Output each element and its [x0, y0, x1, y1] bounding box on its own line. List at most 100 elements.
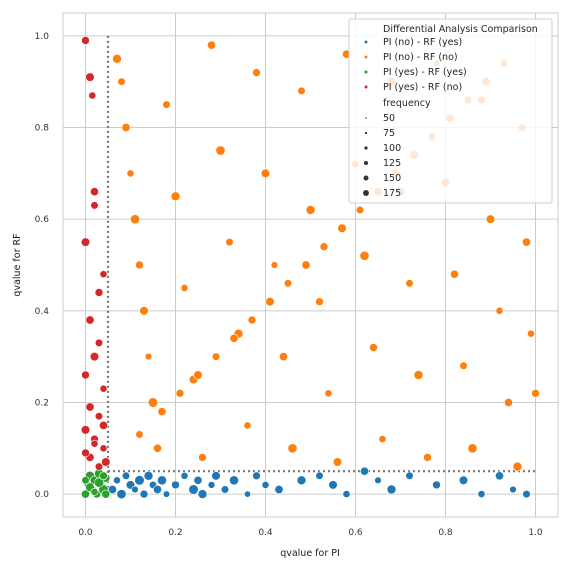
legend-marker — [364, 40, 368, 44]
data-point — [94, 462, 104, 471]
data-point — [157, 475, 167, 486]
data-point — [94, 338, 104, 348]
data-point — [85, 72, 95, 82]
legend-size-entries: 50 75 100 125 150 175 — [363, 113, 401, 199]
data-point — [211, 352, 221, 361]
legend-size-marker — [363, 190, 369, 196]
data-point — [116, 489, 127, 500]
data-point — [113, 476, 121, 485]
threshold-lines — [106, 35, 536, 495]
x-tick-label: 0.2 — [168, 528, 182, 538]
x-tick-label: 1.0 — [528, 528, 543, 538]
data-point — [283, 279, 293, 288]
legend-size-label: 50 — [383, 113, 395, 124]
x-tick-label: 0.0 — [78, 528, 93, 538]
legend-size-title: frequency — [383, 98, 431, 109]
legend-entry-label: PI (no) - RF (no) — [383, 52, 458, 63]
data-point — [94, 412, 104, 421]
legend-entry-label: PI (no) - RF (yes) — [383, 37, 462, 48]
data-point — [180, 283, 189, 292]
data-point — [85, 402, 95, 412]
x-tick-label: 0.6 — [348, 528, 363, 538]
data-point — [270, 261, 279, 269]
data-point — [509, 485, 517, 494]
data-point — [432, 480, 441, 490]
data-point — [170, 191, 181, 202]
data-point — [315, 297, 324, 306]
data-point — [215, 145, 226, 156]
data-point — [485, 214, 496, 224]
y-tick-labels: 0.0 0.2 0.4 0.6 0.8 1.0 — [35, 32, 50, 500]
data-point — [225, 238, 234, 247]
data-point — [126, 169, 135, 178]
data-point — [252, 68, 261, 77]
data-point — [220, 485, 230, 494]
data-point — [355, 205, 365, 215]
data-point — [405, 279, 414, 288]
legend-entry-label: PI (yes) - RF (yes) — [383, 67, 467, 78]
x-axis-label: qvalue for PI — [280, 548, 340, 559]
data-point — [495, 306, 504, 315]
data-point — [121, 123, 131, 132]
data-point — [99, 420, 108, 430]
data-point — [94, 477, 104, 488]
data-point — [99, 384, 108, 393]
data-point — [90, 439, 99, 448]
data-point — [197, 489, 208, 499]
legend-marker — [364, 55, 368, 59]
legend-marker — [364, 70, 368, 74]
y-tick-label: 1.0 — [35, 32, 50, 42]
data-point — [247, 315, 257, 325]
data-point — [369, 343, 378, 352]
data-point — [135, 430, 144, 439]
legend-hue-entries: PI (no) - RF (yes) PI (no) - RF (no) PI (y… — [364, 37, 467, 93]
data-point — [207, 40, 216, 50]
data-point — [378, 435, 387, 443]
legend-size-label: 125 — [383, 158, 401, 169]
data-point — [287, 443, 298, 454]
legend-size-label: 100 — [383, 143, 401, 154]
data-point — [81, 448, 90, 458]
data-point — [252, 471, 261, 481]
data-point — [135, 260, 144, 270]
data-point — [90, 201, 99, 210]
data-point — [134, 475, 145, 486]
data-point — [99, 471, 108, 481]
data-point — [315, 471, 324, 480]
y-tick-label: 0.0 — [35, 490, 50, 500]
x-tick-labels: 0.0 0.2 0.4 0.6 0.8 1.0 — [78, 528, 543, 538]
data-point — [512, 461, 523, 472]
data-point — [162, 100, 171, 109]
x-tick-label: 0.4 — [258, 528, 273, 538]
data-point — [477, 490, 486, 498]
data-points — [80, 36, 540, 500]
data-point — [279, 352, 288, 362]
legend-size-label: 150 — [383, 173, 401, 184]
legend-size-label: 175 — [383, 188, 401, 199]
data-point — [175, 389, 185, 398]
data-point — [260, 168, 271, 179]
data-point — [89, 351, 100, 362]
data-point — [144, 352, 153, 361]
legend-entry-label: PI (yes) - RF (no) — [383, 82, 462, 93]
data-point — [188, 484, 199, 495]
data-point — [522, 237, 531, 247]
data-point — [139, 489, 149, 499]
data-point — [531, 389, 540, 398]
data-point — [85, 315, 95, 325]
data-point — [101, 457, 111, 467]
data-point — [198, 453, 207, 462]
data-point — [423, 453, 432, 462]
data-point — [171, 480, 180, 490]
data-point — [495, 471, 504, 481]
legend-marker — [364, 85, 368, 89]
data-point — [80, 425, 91, 435]
data-point — [90, 487, 99, 496]
data-point — [360, 466, 369, 476]
data-point — [374, 476, 382, 484]
x-tick-label: 0.8 — [438, 528, 453, 538]
data-point — [88, 91, 97, 100]
data-point — [504, 398, 513, 407]
data-point — [180, 471, 189, 480]
